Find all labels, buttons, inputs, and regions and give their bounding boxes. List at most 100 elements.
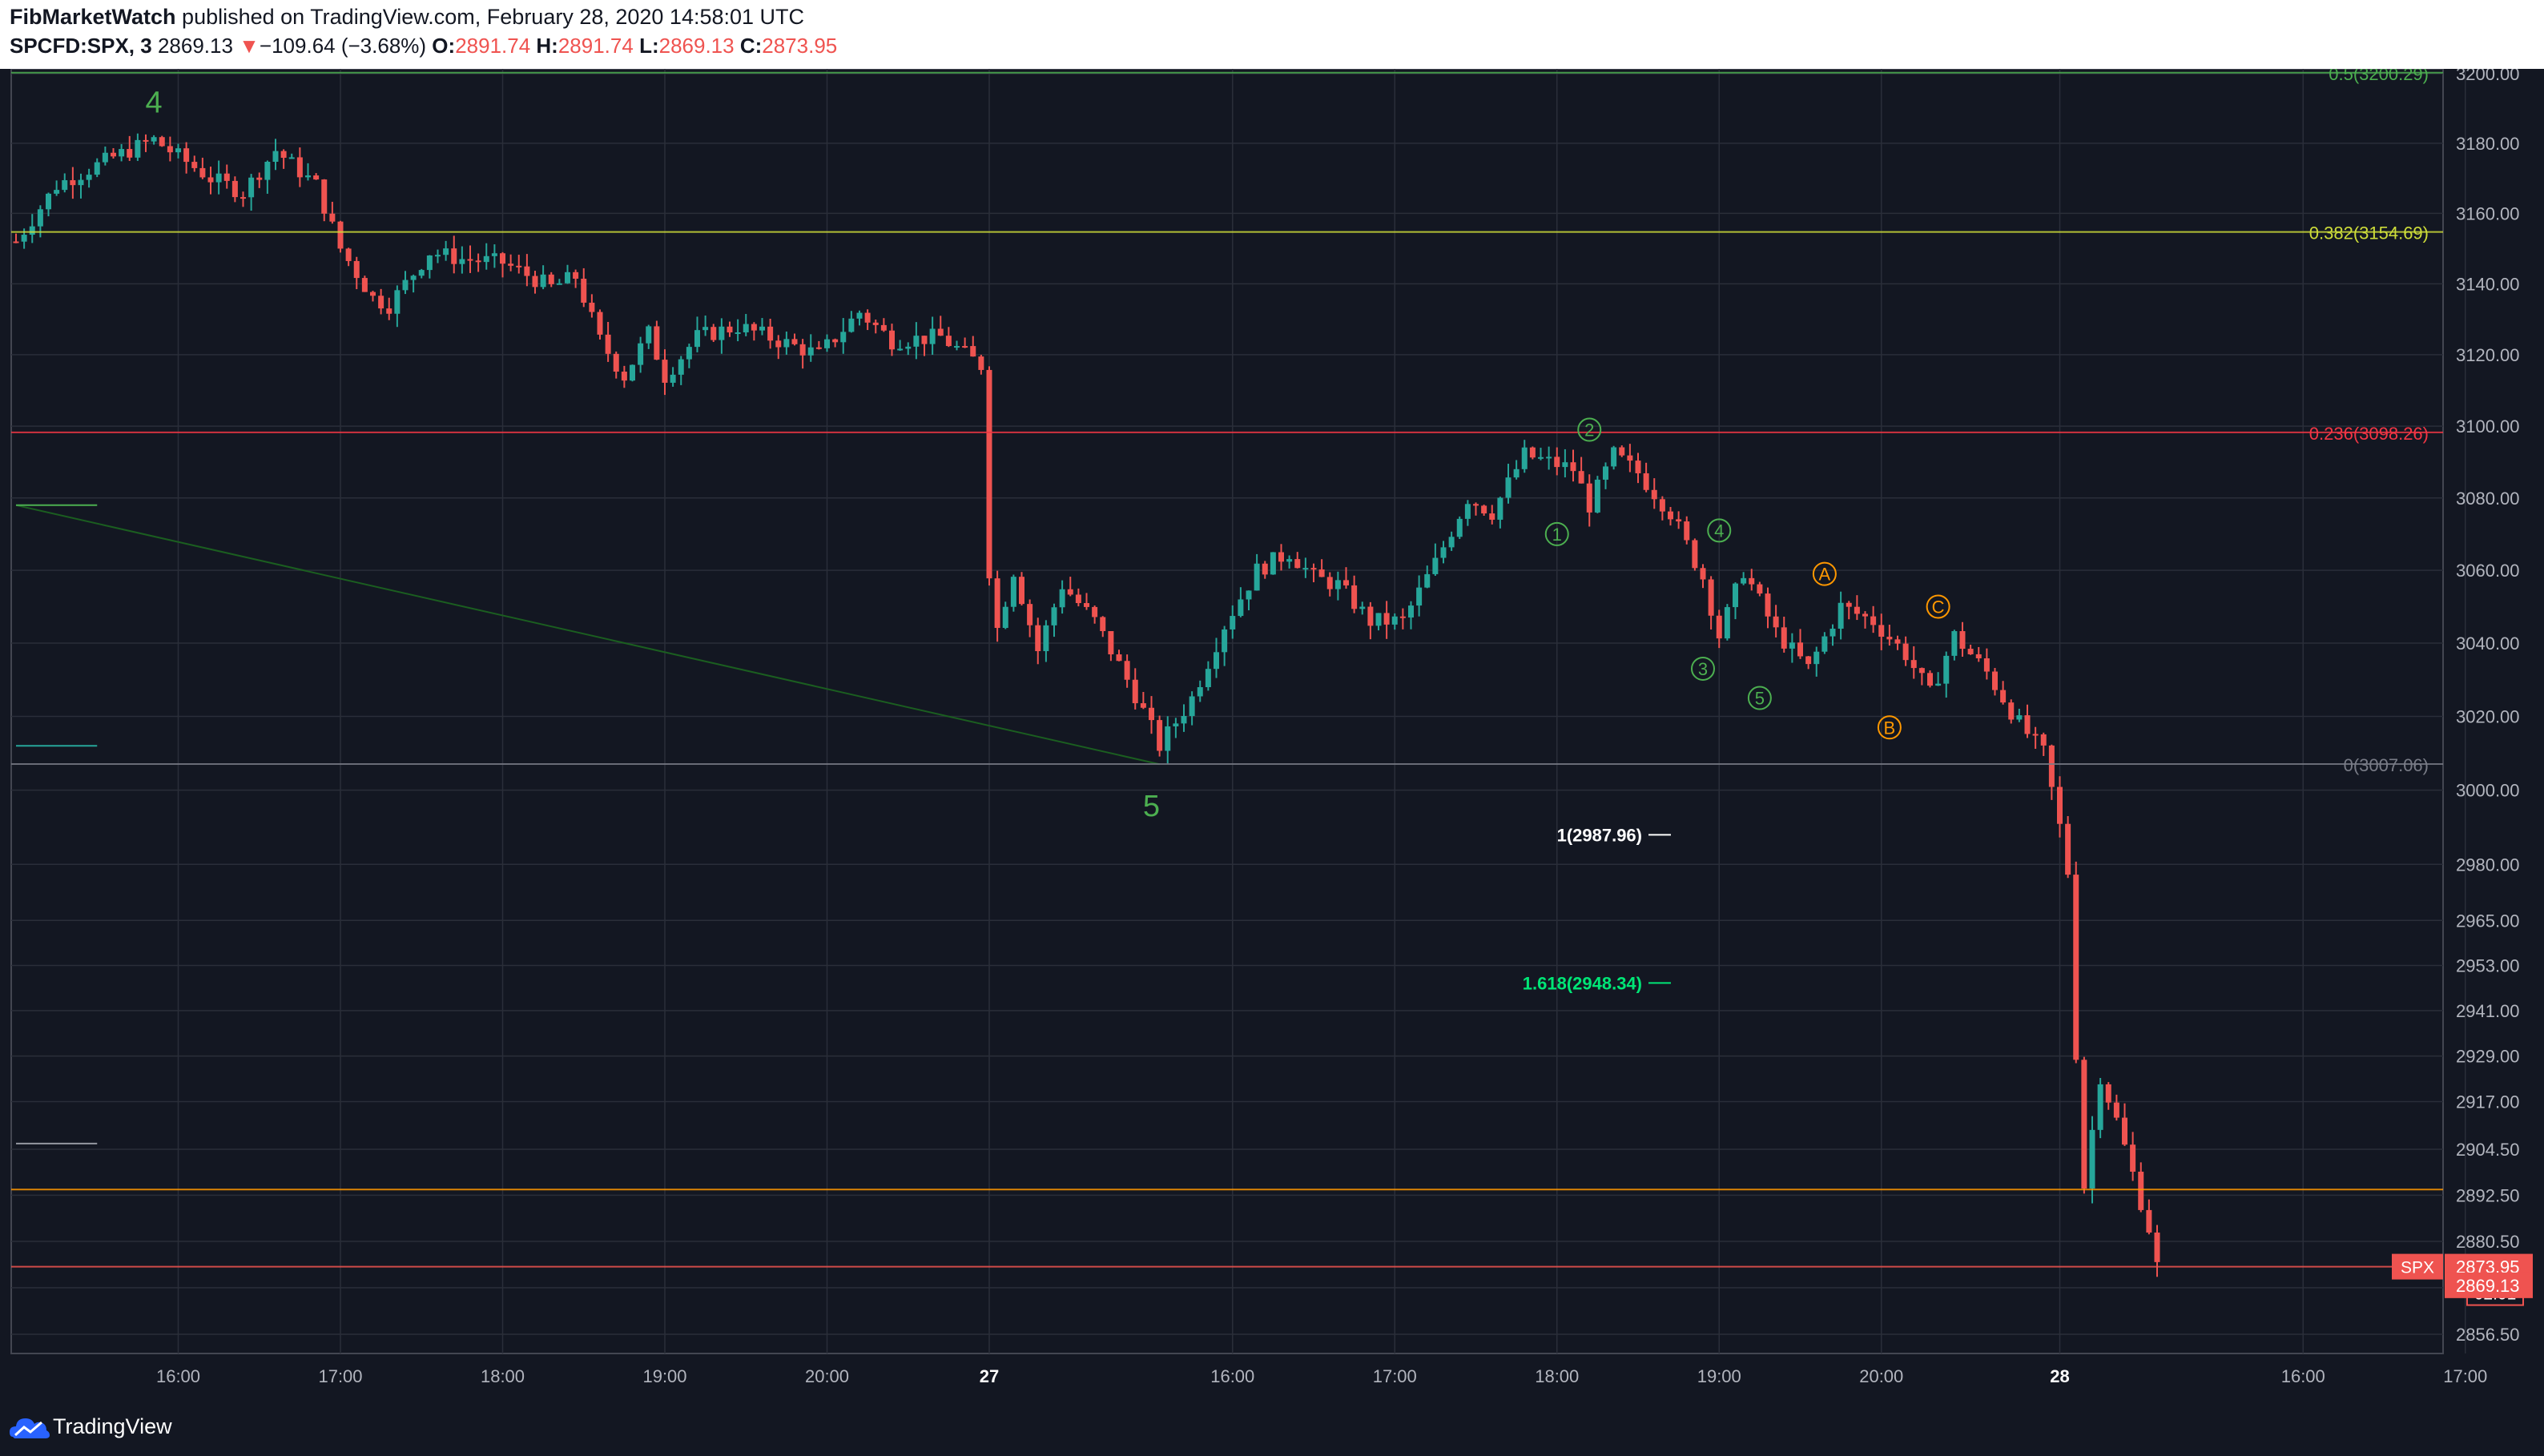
candle-down [1132, 679, 1138, 704]
author-name[interactable]: FibMarketWatch [10, 5, 176, 29]
wave-circle [1707, 518, 1732, 543]
candle-down [500, 253, 505, 264]
candle-up [1222, 629, 1228, 653]
candle-up [1432, 557, 1439, 574]
candle-up [1043, 625, 1049, 652]
candle-up [1230, 616, 1236, 629]
candle-up [1935, 683, 1942, 686]
y-tick-label: 3000.00 [2456, 781, 2520, 801]
price-chart[interactable]: 0.5(3200.29) 0.382(3154.69) 0.236(3098.26)… [0, 69, 2544, 1402]
candle-up [1594, 479, 1600, 513]
y-tick-label: 2941.00 [2456, 1001, 2520, 1021]
candle-up [694, 330, 700, 348]
candle-down [508, 263, 514, 266]
candle-down [1262, 563, 1268, 575]
candle-up [1562, 462, 1568, 468]
fib-level-label: 0.236(3098.26) [2309, 424, 2429, 444]
y-tick-label: 2904.50 [2456, 1140, 2520, 1160]
candle-up [1724, 607, 1730, 639]
candle-up [678, 359, 684, 375]
candle-up [840, 332, 847, 343]
candle-down [1100, 617, 1106, 632]
candle-down [2122, 1117, 2127, 1145]
candle-down [1878, 625, 1885, 638]
brand-name[interactable]: TradingView [53, 1414, 172, 1438]
candle-down [2113, 1102, 2119, 1118]
candle-up [1440, 547, 1447, 558]
wave-circle [1812, 561, 1837, 586]
candle-down [1019, 577, 1024, 605]
candle-down [662, 360, 668, 383]
candle-up [686, 347, 692, 360]
candle-up [1197, 687, 1203, 697]
candle-up [905, 346, 912, 349]
y-tick-label: 3200.00 [2456, 69, 2520, 84]
wave-label: 5 [1755, 689, 1765, 709]
y-tick-label: 3120.00 [2456, 345, 2520, 365]
x-tick-label: 18:00 [481, 1366, 525, 1386]
candle-down [986, 369, 992, 579]
candle-down [1619, 447, 1625, 456]
high-label: H: [536, 34, 558, 58]
candle-down [191, 162, 198, 168]
candle-down [111, 152, 116, 157]
candle-down [589, 302, 595, 312]
candle-down [1278, 552, 1284, 562]
candle-down [183, 148, 190, 163]
wave-label: A [1819, 565, 1831, 585]
candle-down [1578, 471, 1584, 484]
close-label: C: [739, 34, 763, 58]
close-value: 2873.95 [762, 34, 838, 58]
candle-down [727, 326, 733, 333]
candle-down [1554, 457, 1560, 468]
candle-up [630, 364, 635, 381]
candle-down [2040, 734, 2047, 746]
candle-down [1692, 540, 1698, 569]
symbol-label[interactable]: SPCFD:SPX, 3 [10, 34, 152, 58]
candle-down [832, 339, 839, 343]
candle-down [370, 292, 376, 296]
change-value: −109.64 (−3.68%) [259, 34, 427, 58]
candle-up [443, 248, 449, 255]
candle-down [1627, 455, 1633, 461]
candle-up [2089, 1129, 2095, 1189]
candle-down [1027, 604, 1033, 625]
wave-circle [1691, 656, 1715, 681]
candle-up [1813, 651, 1820, 665]
y-tick-label: 2953.00 [2456, 955, 2520, 975]
candle-up [305, 175, 311, 178]
candle-up [1464, 504, 1471, 519]
candle-down [361, 278, 368, 292]
candle-down [1862, 613, 1868, 617]
candle-up [913, 336, 920, 347]
candle-down [2130, 1144, 2136, 1172]
candle-down [1805, 656, 1812, 665]
candle-down [345, 248, 352, 261]
fib-level-label: 0.5(3200.29) [2329, 69, 2429, 84]
candle-down [280, 151, 287, 159]
candle-up [1334, 580, 1341, 589]
candle-up [1165, 726, 1171, 751]
x-tick-label: 20:00 [805, 1366, 849, 1386]
y-tick-label: 3180.00 [2456, 134, 2520, 154]
candle-down [1716, 615, 1722, 639]
candle-down [994, 578, 1000, 629]
candle-up [1246, 590, 1252, 600]
candle-down [1894, 639, 1901, 644]
y-tick-label: 3160.00 [2456, 203, 2520, 223]
wave-circle [1577, 417, 1602, 442]
candle-down [475, 260, 481, 263]
candle-down [313, 175, 320, 180]
candle-up [62, 179, 68, 191]
candle-up [1059, 589, 1065, 608]
candle-down [581, 278, 587, 303]
candle-down [1529, 447, 1536, 458]
candle-up [646, 326, 652, 344]
candle-down [1846, 602, 1852, 607]
candle-up [540, 274, 546, 288]
candle-up [1010, 577, 1016, 607]
candle-down [791, 339, 798, 344]
candle-down [1918, 668, 1925, 674]
candle-down [1749, 577, 1755, 585]
candle-up [288, 157, 295, 159]
